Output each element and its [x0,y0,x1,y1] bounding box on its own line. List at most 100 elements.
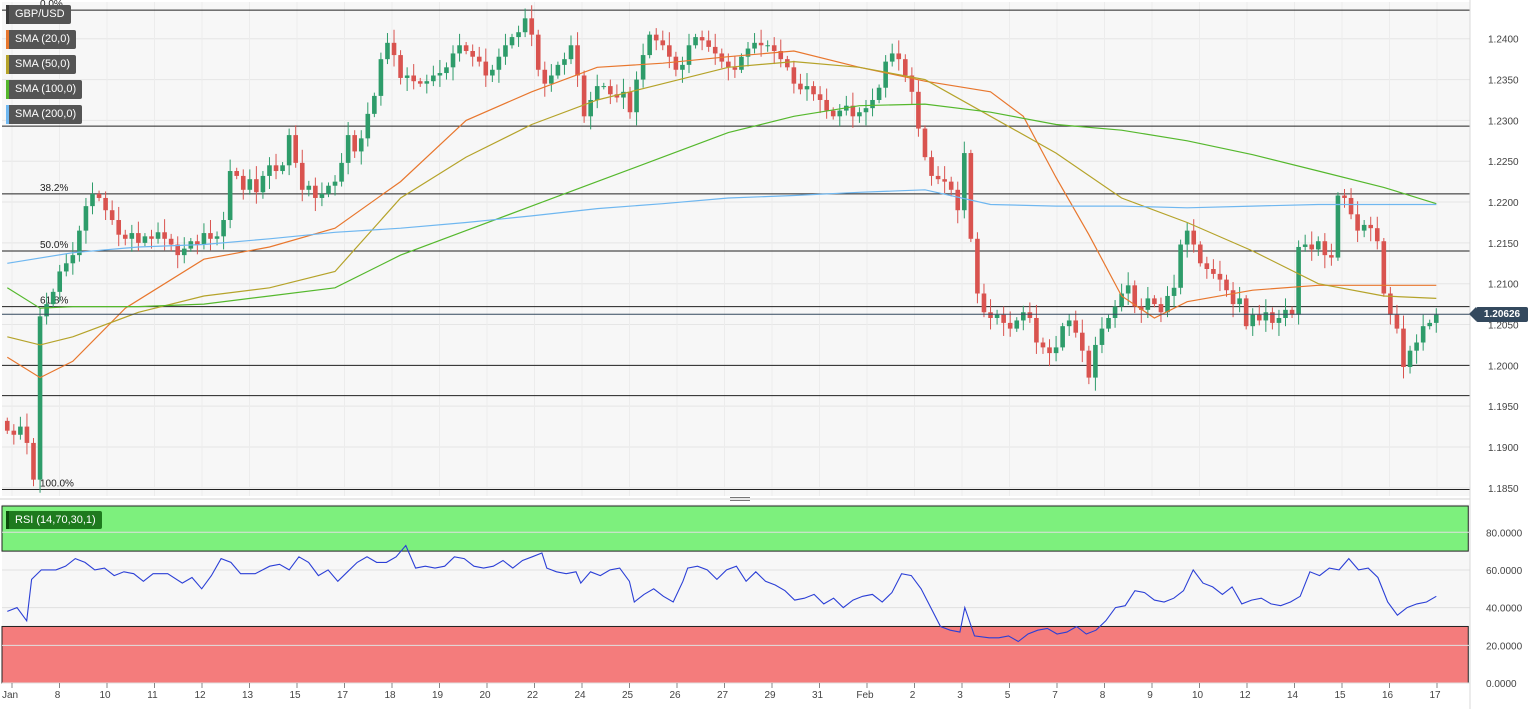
candle-body [883,61,888,88]
candle-body [1191,230,1197,245]
candle-body [221,220,226,237]
candle-body [529,18,534,35]
candle-body [732,67,738,70]
candle-body [411,75,416,82]
rsi-oversold-zone [1,625,1469,684]
candle-body [693,37,698,46]
legend-sma50[interactable]: SMA (50,0) [6,55,77,74]
time-tick-label: 24 [574,690,586,701]
candle-body [503,45,508,57]
time-tick-label: 7 [1052,690,1058,701]
candle-body [981,293,987,313]
grid-lines [2,2,1470,496]
candle-body [1224,279,1229,291]
candle-body [975,238,980,294]
candle-body [1368,224,1374,229]
candle-body [712,46,718,54]
candle-body [686,45,692,65]
time-tick-label: 31 [812,690,824,701]
current-price-badge: 1.20626 [1469,307,1528,322]
candle-body [286,135,292,166]
candle-body [1178,244,1183,288]
candle-body [1211,269,1216,274]
candle-body [739,56,744,70]
candle-body [1394,314,1400,329]
candle-body [1197,244,1203,264]
main-pane-bg [2,2,1470,496]
candle-body [417,81,423,84]
fib-level-label: 38.2% [40,183,68,194]
candle-body [640,55,646,80]
candle-body [1066,320,1072,327]
candle-body [142,236,148,243]
time-tick-label: 26 [669,690,681,701]
symbol-swatch [6,5,9,24]
candle-body [293,135,298,163]
candle-body [254,179,259,193]
candle-body [57,271,63,292]
candle-body [4,420,10,431]
candle-body [857,112,862,117]
time-tick-label: 5 [1005,690,1011,701]
candle-body [463,45,469,51]
candle-body [18,426,23,435]
candle-body [234,171,240,176]
pane-resize-handle[interactable] [730,497,750,503]
candle-body [621,91,626,98]
legend-sma100[interactable]: SMA (100,0) [6,80,83,99]
rsi-axis: 0.0000 20.0000 40.0000 60.0000 80.0000 [2,528,1523,690]
candle-body [201,233,207,245]
time-tick-label: 13 [242,690,254,701]
candle-body [824,99,829,111]
candle-body [470,50,475,57]
candle-body [1204,263,1210,270]
time-tick-label: 3 [957,690,963,701]
candle-body [1099,328,1105,345]
candle-body [1256,314,1262,321]
rsi-tick-label: 0.0000 [1486,679,1517,690]
legend-sma200[interactable]: SMA (200,0) [6,105,83,124]
price-tick-label: 1.2400 [1488,35,1519,46]
candle-body [811,86,816,95]
candle-body [1106,317,1111,329]
candle-body [1427,322,1433,327]
candle-body [319,193,325,198]
candle-body [542,69,548,84]
legend-sma20[interactable]: SMA (20,0) [6,30,77,49]
candle-body [647,34,652,56]
candle-body [850,105,856,117]
legend-rsi[interactable]: RSI (14,70,30,1) [6,511,102,529]
sma50-line [7,60,1437,346]
candle-body [339,162,344,182]
candle-body [1433,314,1439,323]
candle-body [830,110,836,117]
time-tick-label: Feb [856,690,874,701]
candle-body [83,206,89,231]
candle-body [699,37,705,41]
candle-body [1270,312,1275,323]
candle-body [988,312,993,318]
candle-body [608,86,613,95]
candle-body [1315,241,1321,250]
candle-body [667,45,672,57]
candle-body [942,179,947,182]
candle-body [562,59,567,65]
price-axis: 1.1850 1.1900 1.1950 1.2000 1.2050 1.2100 1.21… [1488,35,1519,495]
candle-body [1014,320,1020,329]
candle-body [1034,317,1039,343]
time-tick-label: 10 [1192,690,1204,701]
candle-body [352,135,357,152]
price-tick-label: 1.2200 [1488,198,1519,209]
candle-body [1374,228,1380,242]
candle-body [175,244,181,256]
candle-body [726,61,731,68]
legend-symbol[interactable]: GBP/USD [6,5,71,24]
candle-body [31,442,36,480]
candle-body [817,94,823,100]
candle-body [1243,298,1249,327]
candle-body [136,233,141,243]
candle-body [522,18,528,33]
candlesticks [4,5,1439,493]
candle-body [1112,306,1118,318]
